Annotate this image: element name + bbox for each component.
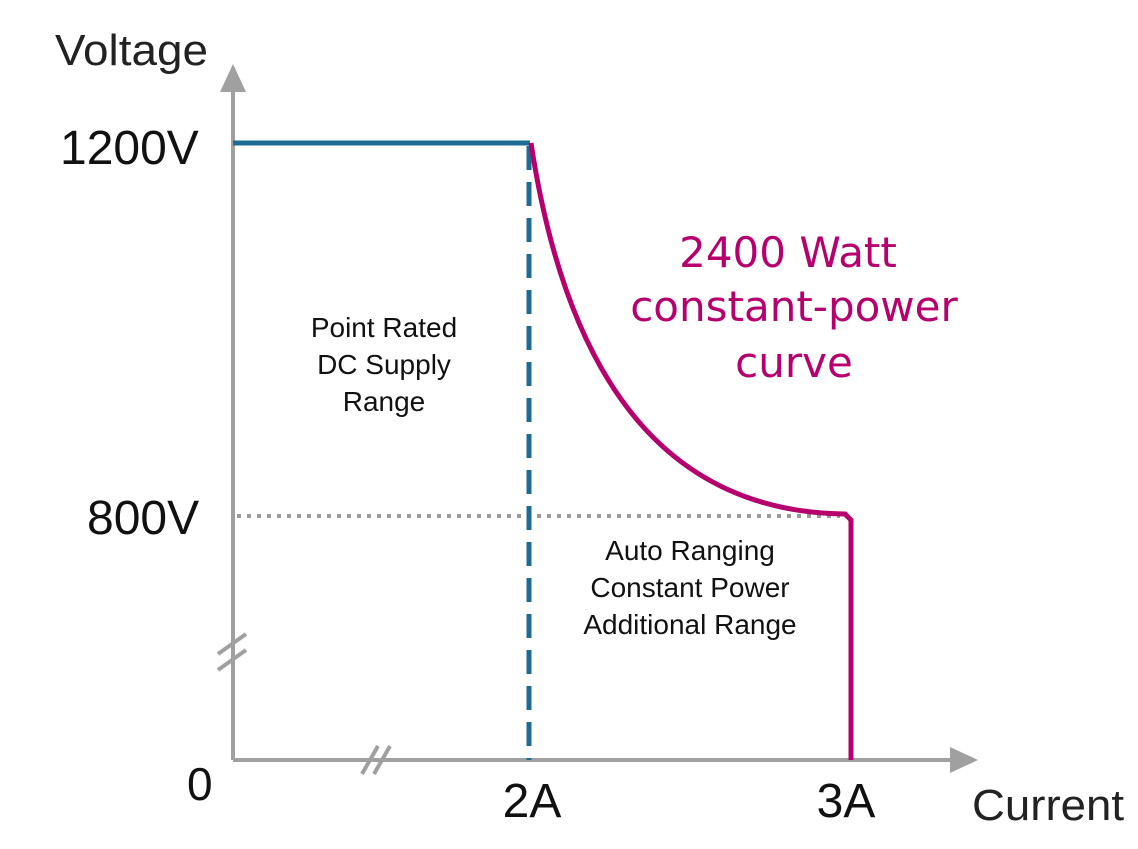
curve-label-line: curve — [735, 338, 853, 387]
region-label-line: Constant Power — [590, 572, 789, 603]
arrow-right-icon — [950, 747, 978, 773]
origin-label: 0 — [187, 758, 213, 810]
x-axis-title: Current — [972, 781, 1124, 830]
constant-power-curve — [528, 142, 854, 760]
y-tick-1200v: 1200V — [60, 122, 199, 175]
curve-label-line: 2400 Watt — [679, 228, 897, 277]
x-tick-2a: 2A — [503, 775, 562, 828]
point-rated-region-label: Point Rated DC Supply Range — [311, 312, 457, 417]
y-tick-800v: 800V — [87, 492, 199, 545]
auto-ranging-region-label: Auto Ranging Constant Power Additional R… — [583, 535, 796, 640]
curve-label-line: constant-power — [630, 282, 958, 331]
region-label-line: Auto Ranging — [605, 535, 775, 566]
arrow-up-icon — [220, 64, 246, 92]
x-tick-3a: 3A — [817, 775, 876, 828]
region-label-line: Point Rated — [311, 312, 457, 343]
constant-power-curve-label: 2400 Watt constant-power curve — [630, 228, 958, 387]
y-axis-title: Voltage — [55, 26, 208, 75]
region-label-line: Range — [343, 386, 426, 417]
region-label-line: Additional Range — [583, 609, 796, 640]
region-label-line: DC Supply — [317, 349, 451, 380]
axis-break-icon — [360, 745, 392, 775]
axis-break-icon — [216, 632, 248, 672]
